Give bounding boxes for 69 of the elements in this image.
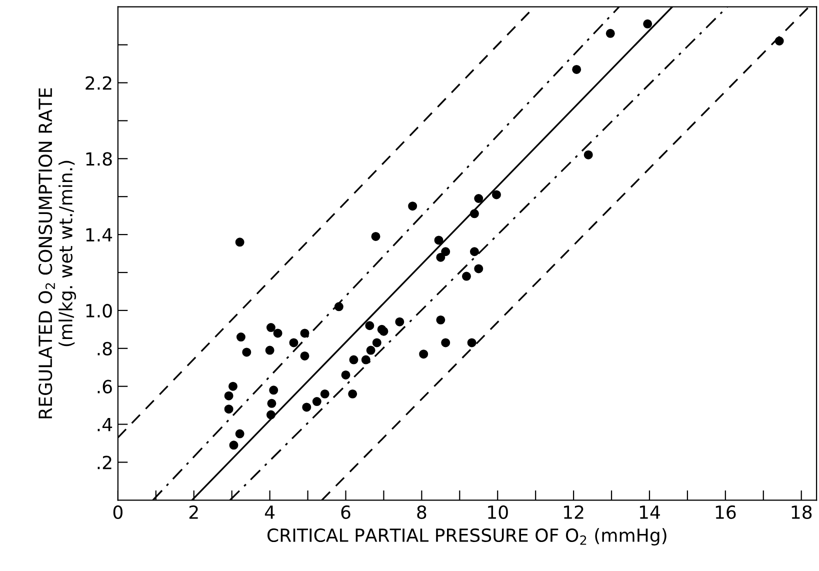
y-tick-label: .6 xyxy=(98,380,112,394)
x-tick-label: 2 xyxy=(189,505,198,519)
y-tick-label: .8 xyxy=(98,342,112,356)
y-axis-title: REGULATED O$_{2}$ CONSUMPTION RATE (ml/kg. wet wt./min.) xyxy=(38,88,76,418)
point xyxy=(265,346,274,355)
point xyxy=(235,429,244,438)
point xyxy=(348,389,358,398)
point xyxy=(320,389,330,398)
y-tick-label: 1.4 xyxy=(86,228,112,242)
point xyxy=(470,209,479,218)
point xyxy=(467,338,476,348)
x-tick-label: 14 xyxy=(640,506,660,519)
x-tick-label: 6 xyxy=(341,505,350,520)
x-tick-label: 18 xyxy=(792,505,812,520)
point xyxy=(436,252,446,262)
point xyxy=(441,247,450,256)
point xyxy=(273,328,282,338)
point xyxy=(267,398,276,408)
x-tick-label: 12 xyxy=(564,505,584,519)
point xyxy=(470,247,479,256)
y-tick-label: 2.2 xyxy=(86,76,112,90)
y-tick-label: 1.0 xyxy=(86,304,112,318)
x-tick-label: 4 xyxy=(264,506,275,519)
point xyxy=(366,346,376,355)
point xyxy=(434,236,444,245)
point xyxy=(395,317,404,326)
point xyxy=(242,348,252,357)
point xyxy=(228,382,238,391)
point xyxy=(224,391,234,400)
x-tick-label: 0 xyxy=(113,505,122,520)
point xyxy=(300,328,310,338)
point xyxy=(419,350,428,359)
point xyxy=(229,440,238,450)
y-tick-label: 1.8 xyxy=(86,152,112,166)
point xyxy=(372,338,382,348)
point xyxy=(643,19,652,28)
point xyxy=(371,232,380,241)
x-axis-title: CRITICAL PARTIAL PRESSURE OF O$_{2}$ (mmHg) xyxy=(267,528,666,546)
point xyxy=(235,238,244,247)
point xyxy=(302,402,312,412)
point xyxy=(462,272,471,281)
point xyxy=(312,397,322,406)
point xyxy=(474,194,484,203)
point xyxy=(341,370,350,380)
point xyxy=(289,338,298,348)
point xyxy=(224,404,234,414)
point xyxy=(266,323,276,332)
point xyxy=(441,338,450,348)
y-tick-label: .4 xyxy=(98,418,112,432)
y-tick-label: .2 xyxy=(98,456,112,470)
point xyxy=(492,190,501,200)
point xyxy=(266,410,276,420)
point xyxy=(408,202,418,211)
x-tick-label: 8 xyxy=(417,505,426,520)
x-tick-label: 16 xyxy=(716,505,736,520)
point xyxy=(436,315,446,324)
x-tick-label: 10 xyxy=(488,505,508,520)
point xyxy=(269,386,278,395)
point xyxy=(572,64,582,74)
point xyxy=(349,355,358,364)
point xyxy=(334,302,344,312)
point xyxy=(236,332,246,342)
point xyxy=(584,150,593,160)
point xyxy=(774,36,784,46)
point xyxy=(361,355,370,364)
point xyxy=(606,28,615,38)
point xyxy=(365,321,374,330)
point xyxy=(300,351,310,360)
point xyxy=(474,264,484,274)
